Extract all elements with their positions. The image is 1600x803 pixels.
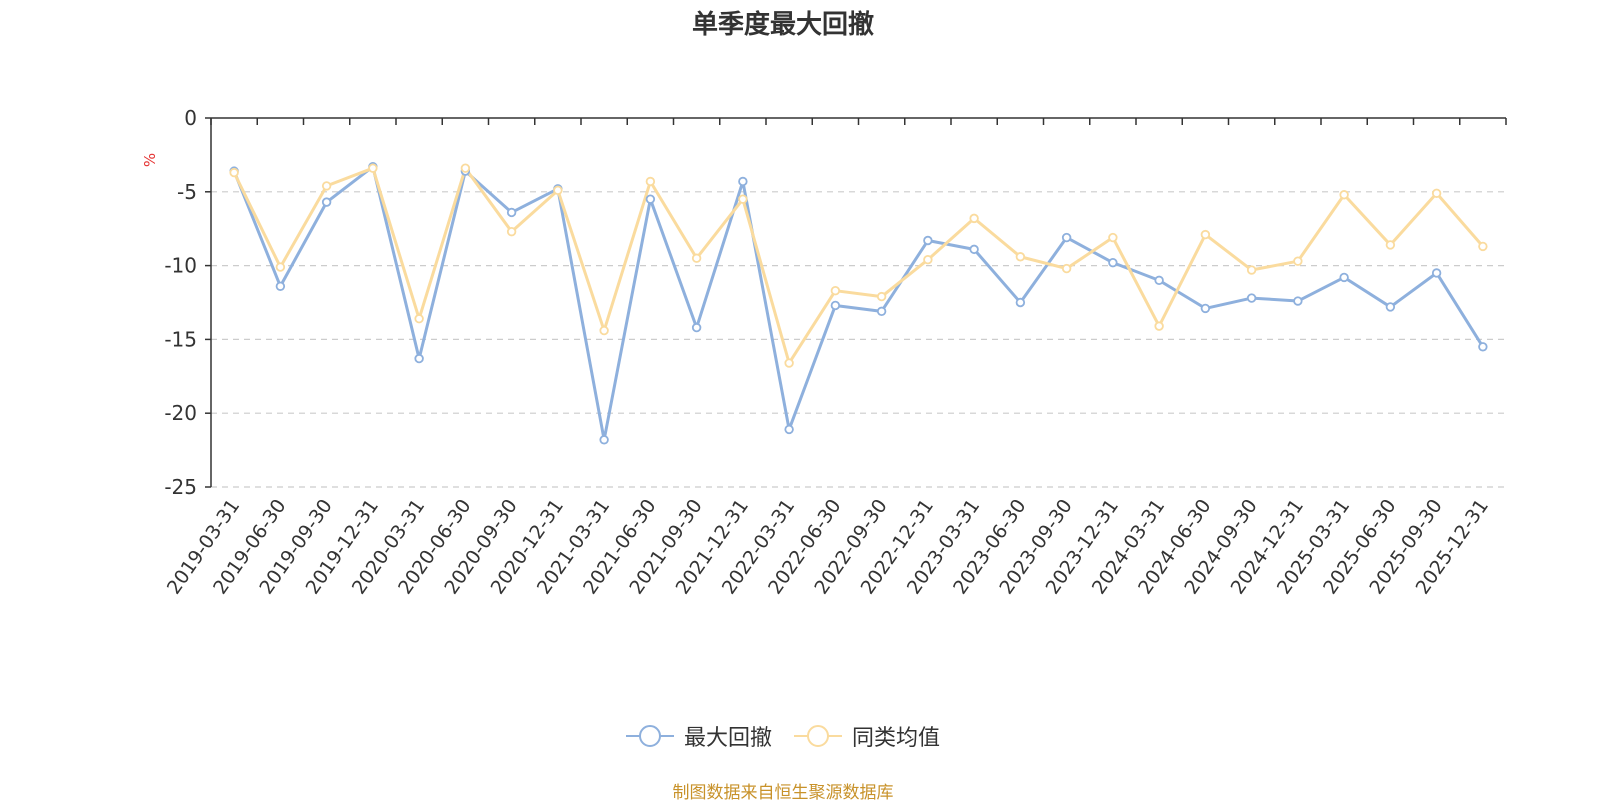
data-point-series-2[interactable] [923, 254, 933, 265]
data-point-series-1[interactable] [969, 244, 979, 255]
y-tick-label: -5 [177, 180, 197, 204]
data-point-series-1[interactable] [1431, 268, 1442, 278]
data-point-series-2[interactable] [1339, 190, 1349, 200]
y-tick-label: 0 [184, 106, 197, 130]
data-point-series-2[interactable] [1431, 188, 1442, 198]
data-point-series-1[interactable] [1478, 342, 1488, 352]
legend-label-series-1: 最大回撤 [683, 726, 772, 751]
data-point-series-1[interactable] [1061, 232, 1072, 243]
data-point-series-2[interactable] [784, 358, 794, 368]
data-point-series-2[interactable] [1246, 265, 1257, 275]
y-tick-label: -20 [164, 401, 197, 425]
axes [205, 117, 1507, 488]
data-point-series-2[interactable] [645, 176, 656, 187]
data-source-note: 制图数据来自恒生聚源数据库 [672, 783, 894, 803]
y-axis-unit-label: % [141, 153, 159, 167]
legend-item-series-2[interactable]: 同类均值 [794, 720, 940, 752]
x-tick-labels: 2019-03-312019-06-302019-09-302019-12-31… [163, 495, 1493, 598]
data-point-series-2[interactable] [1061, 263, 1072, 274]
data-point-series-2[interactable] [599, 325, 609, 336]
y-tick-label: -15 [164, 327, 197, 351]
series-line-1 [232, 165, 1485, 442]
data-point-series-2[interactable] [414, 314, 424, 324]
legend-marker-series-2 [794, 725, 842, 747]
y-tick-label: -10 [164, 254, 197, 278]
legend-marker-series-1 [625, 725, 674, 747]
data-point-series-1[interactable] [1293, 296, 1303, 306]
data-point-series-1[interactable] [1339, 272, 1349, 283]
data-point-series-1[interactable] [1385, 302, 1396, 312]
grid-lines [211, 191, 1506, 488]
data-point-series-1[interactable] [691, 322, 702, 333]
data-point-series-1[interactable] [1200, 303, 1211, 314]
data-point-series-2[interactable] [691, 253, 702, 263]
data-point-series-2[interactable] [1385, 240, 1396, 250]
data-point-series-2[interactable] [876, 291, 887, 302]
chart-legend: 最大回撤 同类均值 [0, 720, 1566, 752]
data-point-series-2[interactable] [1015, 252, 1026, 262]
data-point-series-2[interactable] [969, 213, 979, 224]
legend-label-series-2: 同类均值 [852, 726, 941, 751]
chart-title: 单季度最大回撤 [691, 10, 874, 40]
y-tick-label: -25 [164, 475, 197, 499]
data-point-series-2[interactable] [275, 262, 286, 272]
data-point-series-1[interactable] [1015, 297, 1026, 308]
data-point-series-2[interactable] [460, 163, 471, 173]
data-point-series-2[interactable] [1200, 229, 1211, 240]
data-point-series-1[interactable] [599, 435, 609, 445]
data-point-series-2[interactable] [321, 181, 332, 191]
data-point-series-2[interactable] [1108, 232, 1118, 243]
y-tick-labels: 0 -5 -10 -15 -20 -25 [164, 106, 197, 499]
data-point-series-1[interactable] [414, 353, 424, 364]
data-point-series-1[interactable] [506, 207, 517, 218]
legend-item-series-1[interactable]: 最大回撤 [625, 720, 772, 752]
data-point-series-2[interactable] [1154, 321, 1164, 331]
data-point-series-2[interactable] [738, 194, 748, 204]
data-point-series-1[interactable] [830, 300, 841, 311]
data-point-series-2[interactable] [553, 185, 563, 196]
data-point-series-1[interactable] [321, 197, 332, 207]
series-lines [229, 162, 1488, 445]
series-line-2 [232, 166, 1485, 365]
data-point-series-1[interactable] [1108, 257, 1118, 268]
data-point-series-1[interactable] [876, 306, 887, 317]
data-point-series-1[interactable] [275, 281, 286, 291]
data-point-series-2[interactable] [1478, 241, 1488, 252]
data-point-series-2[interactable] [368, 163, 378, 173]
data-point-series-1[interactable] [923, 235, 933, 246]
data-point-series-1[interactable] [1246, 293, 1257, 303]
data-point-series-2[interactable] [1293, 256, 1303, 266]
data-point-series-2[interactable] [506, 226, 517, 237]
data-point-series-2[interactable] [830, 285, 841, 296]
data-point-series-1[interactable] [645, 194, 656, 204]
data-point-series-1[interactable] [1154, 275, 1164, 286]
data-point-series-1[interactable] [738, 176, 748, 187]
data-point-series-1[interactable] [784, 424, 794, 435]
data-point-series-2[interactable] [229, 167, 239, 178]
